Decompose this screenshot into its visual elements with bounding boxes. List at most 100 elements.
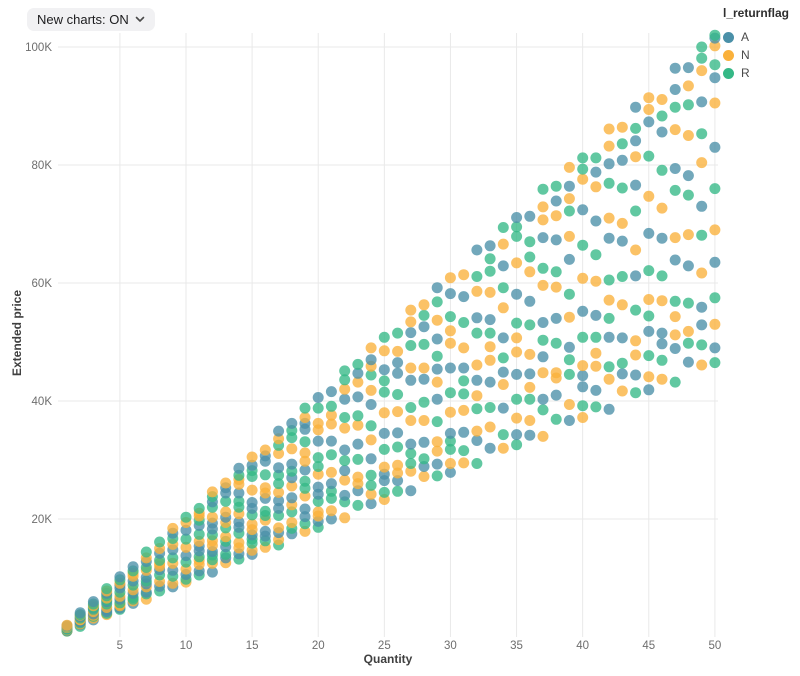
data-point xyxy=(524,415,536,426)
data-point xyxy=(563,288,575,300)
data-point xyxy=(563,341,575,353)
data-point xyxy=(643,371,655,383)
data-point xyxy=(669,376,681,388)
data-point xyxy=(352,453,364,465)
data-point xyxy=(365,469,377,481)
legend-title: l_returnflag xyxy=(723,6,790,20)
data-point xyxy=(563,354,575,366)
legend-item-n[interactable]: N xyxy=(723,46,798,64)
data-point xyxy=(458,426,470,438)
data-point xyxy=(577,173,589,185)
x-axis-ticks: 5 10 15 20 25 30 35 40 45 50 xyxy=(117,640,722,652)
x-tick-label: 15 xyxy=(246,640,259,652)
data-point xyxy=(299,447,311,459)
data-point xyxy=(339,465,351,477)
data-point xyxy=(484,442,496,454)
data-point xyxy=(603,158,615,170)
data-point xyxy=(630,335,642,347)
data-point xyxy=(378,427,390,439)
data-point xyxy=(563,193,575,205)
data-point xyxy=(511,288,523,300)
data-point xyxy=(537,367,549,379)
data-point xyxy=(630,205,642,217)
data-point xyxy=(246,451,258,463)
data-point xyxy=(709,292,721,304)
data-point xyxy=(299,436,311,448)
data-point xyxy=(577,204,589,216)
x-tick-label: 5 xyxy=(117,640,123,652)
data-point xyxy=(669,124,681,136)
y-tick-label: 40K xyxy=(32,396,53,408)
data-point xyxy=(471,435,483,446)
data-point xyxy=(497,282,509,294)
data-point xyxy=(550,195,562,207)
x-tick-label: 25 xyxy=(378,640,391,652)
data-point xyxy=(312,481,324,493)
data-point xyxy=(590,347,602,359)
data-point xyxy=(444,458,456,469)
data-point xyxy=(273,478,285,490)
data-point xyxy=(431,314,443,326)
data-point xyxy=(577,163,589,175)
data-point xyxy=(458,457,470,469)
data-point xyxy=(259,469,271,481)
data-point xyxy=(233,516,245,528)
data-point xyxy=(696,200,708,212)
data-point xyxy=(682,170,694,182)
data-point xyxy=(458,317,470,328)
data-point xyxy=(696,267,708,279)
data-point xyxy=(616,368,628,380)
data-point xyxy=(471,403,483,415)
data-point xyxy=(431,363,443,375)
data-point xyxy=(682,297,694,309)
data-point xyxy=(669,343,681,354)
data-point xyxy=(444,362,456,374)
data-point xyxy=(563,205,575,217)
data-point xyxy=(352,376,364,388)
data-point xyxy=(682,80,694,92)
new-charts-toggle[interactable]: New charts: ON xyxy=(27,8,155,31)
data-point xyxy=(603,177,615,189)
data-point xyxy=(325,449,337,461)
data-point xyxy=(511,230,523,242)
data-point xyxy=(511,346,523,358)
data-point xyxy=(497,402,509,414)
data-point xyxy=(630,244,642,256)
data-point xyxy=(682,325,694,337)
data-point xyxy=(431,333,443,345)
data-point xyxy=(444,406,456,418)
data-point xyxy=(273,522,285,534)
data-point xyxy=(458,291,470,303)
data-point xyxy=(378,364,390,376)
data-point xyxy=(577,381,589,393)
data-point xyxy=(643,265,655,277)
data-point xyxy=(352,471,364,483)
data-point xyxy=(696,41,708,53)
data-point xyxy=(669,254,681,266)
data-point xyxy=(590,275,602,287)
data-point xyxy=(511,412,523,424)
legend-item-a[interactable]: A xyxy=(723,28,798,46)
legend-item-r[interactable]: R xyxy=(723,64,798,82)
data-point xyxy=(365,399,377,410)
x-tick-label: 35 xyxy=(510,640,523,652)
data-point xyxy=(577,305,589,317)
data-point xyxy=(630,101,642,113)
data-point xyxy=(630,369,642,381)
data-point xyxy=(630,304,642,316)
data-point xyxy=(603,294,615,306)
data-point xyxy=(709,318,721,330)
data-point xyxy=(392,406,404,418)
data-point xyxy=(656,295,668,307)
legend-swatch-icon xyxy=(723,49,734,61)
data-point xyxy=(418,338,430,350)
data-point xyxy=(246,518,258,530)
data-point xyxy=(603,361,615,373)
data-point xyxy=(352,358,364,370)
data-point xyxy=(286,458,298,470)
data-point xyxy=(444,272,456,284)
data-point xyxy=(418,362,430,374)
data-point xyxy=(418,415,430,426)
data-point xyxy=(233,462,245,474)
